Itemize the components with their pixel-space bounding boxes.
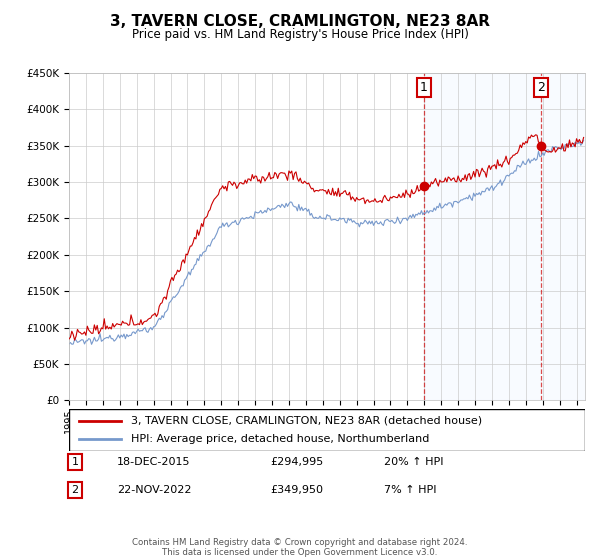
Text: 22-NOV-2022: 22-NOV-2022	[117, 485, 191, 495]
Text: 1: 1	[71, 457, 79, 467]
Text: 3, TAVERN CLOSE, CRAMLINGTON, NE23 8AR: 3, TAVERN CLOSE, CRAMLINGTON, NE23 8AR	[110, 14, 490, 29]
Text: £294,995: £294,995	[270, 457, 323, 467]
Text: 3, TAVERN CLOSE, CRAMLINGTON, NE23 8AR (detached house): 3, TAVERN CLOSE, CRAMLINGTON, NE23 8AR (…	[131, 416, 482, 426]
Text: £349,950: £349,950	[270, 485, 323, 495]
Text: 2: 2	[537, 81, 545, 94]
Text: Price paid vs. HM Land Registry's House Price Index (HPI): Price paid vs. HM Land Registry's House …	[131, 28, 469, 41]
Bar	[424, 73, 600, 400]
Text: 1: 1	[419, 81, 428, 94]
Text: 2: 2	[71, 485, 79, 495]
FancyBboxPatch shape	[69, 409, 585, 451]
Text: 18-DEC-2015: 18-DEC-2015	[117, 457, 191, 467]
Text: Contains HM Land Registry data © Crown copyright and database right 2024.
This d: Contains HM Land Registry data © Crown c…	[132, 538, 468, 557]
Text: HPI: Average price, detached house, Northumberland: HPI: Average price, detached house, Nort…	[131, 434, 429, 444]
Text: 20% ↑ HPI: 20% ↑ HPI	[384, 457, 443, 467]
Text: 7% ↑ HPI: 7% ↑ HPI	[384, 485, 437, 495]
